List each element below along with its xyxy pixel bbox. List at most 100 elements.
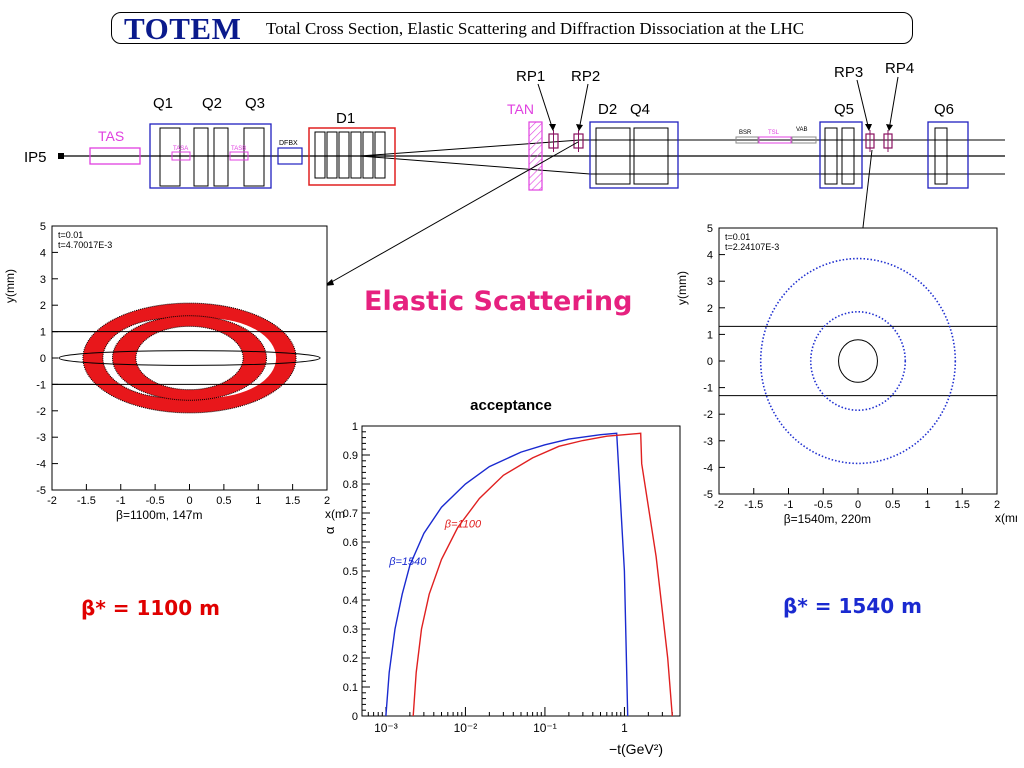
x-axis-label: x(mm) [325,507,345,521]
y-tick-label: 0.2 [343,653,358,665]
arrow-rp2-to-left-plot [327,141,579,285]
x-tick-label: 0.5 [216,495,231,507]
x-tick-label: 1.5 [955,499,970,511]
t-label-2: t=4.70017E-3 [58,240,112,250]
y-tick-label: 0.1 [343,682,358,694]
d2-label: D2 [598,101,617,118]
rp4-label: RP4 [885,60,914,77]
plot-caption: β=1540m, 220m [784,512,871,526]
series-line-1 [412,432,673,717]
header-banner: TOTEM Total Cross Section, Elastic Scatt… [111,11,913,46]
y-tick-label: 5 [40,221,46,233]
x-tick-label: -1 [116,495,126,507]
y-tick-label: 4 [707,250,713,262]
y-tick-label: -4 [703,462,713,474]
y-tick-label: 0.8 [343,479,358,491]
tasa-label: TASA [173,146,188,152]
tasa-box [171,151,191,161]
t-label-1: t=0.01 [58,230,83,240]
x-tick-label: 0 [186,495,192,507]
x-axis-label: x(mm) [995,511,1017,525]
beam-line-d1-to-rp [359,139,581,157]
x-tick-label: 0 [855,499,861,511]
y-tick-label: 3 [40,274,46,286]
x-tick-label: -2 [714,499,724,511]
x-tick-label: 1 [255,495,261,507]
tas-label: TAS [98,128,124,144]
chart-frame [361,425,681,717]
d1-frame [308,127,396,186]
y-tick-label: -3 [36,432,46,444]
d2-q4-frame [589,121,679,189]
series-label-beta-1540: β=1540 [388,556,427,568]
core-circle [838,339,878,383]
x-tick-label: -1 [784,499,794,511]
acceptance-chart: acceptance 0 0.1 0.2 0.3 0.4 0.5 0.6 0.7 0.8 0.9 1 1… [322,397,681,757]
q5-label: Q5 [834,101,854,118]
y-tick-label: 3 [707,276,713,288]
y-tick-label: 2 [707,303,713,315]
y-tick-label: -5 [703,489,713,501]
y-axis-label: α [322,526,337,534]
y-tick-label: 0.9 [343,450,358,462]
tan-absorber [528,121,543,191]
y-tick-label: 0.7 [343,508,358,520]
series-label-beta-1100: β=1100 [444,519,482,531]
t-label-2: t=2.24107E-3 [725,242,779,252]
right-acceptance-plot: -2 -1.5 -1 -0.5 0 0.5 1 1.5 2 5 4 3 2 1 0 -1 -2 -3 -4 -5 y(m… [675,223,1017,526]
x-tick-label: 1.5 [285,495,300,507]
x-tick-label: 1 [621,721,628,735]
q1-magnet [159,127,181,187]
y-tick-label: 4 [40,247,46,259]
beam-line-d1-to-lower [359,155,591,175]
dfbx-label: DFBX [279,140,298,147]
bsr-box [735,136,759,144]
y-axis-label: y(mm) [675,271,689,305]
inner-ring-hole [135,325,244,391]
t-label-1: t=0.01 [725,232,750,242]
y-tick-label: -4 [36,459,46,471]
inner-dotted-circle [809,310,907,412]
x-tick-label: -1.5 [77,495,96,507]
y-tick-label: -2 [36,406,46,418]
rp4-pot [883,130,893,152]
y-tick-label: -5 [36,485,46,497]
tsl-box [758,136,792,144]
vab-label: VAB [796,127,808,133]
outer-dotted-circle [759,257,957,465]
beta-star-1540-label: β* = 1540 m [783,594,922,618]
y-tick-label: 0.6 [343,537,358,549]
plot-frame [718,227,998,495]
tasb-label: TASB [231,146,246,152]
y-tick-label: 0 [707,356,713,368]
q2-label: Q2 [202,95,222,112]
chart-title: acceptance [470,397,552,414]
q4-label: Q4 [630,101,650,118]
q3-label: Q3 [245,95,265,112]
y-tick-label: 0 [352,711,358,723]
ip5-label: IP5 [24,149,47,166]
rp3-label: RP3 [834,64,863,81]
x-axis-label: −t(GeV²) [609,741,663,757]
header-title: Total Cross Section, Elastic Scattering … [266,19,805,38]
x-tick-label: 0.5 [885,499,900,511]
rp2-pot [573,130,584,152]
flat-ellipse [58,350,321,366]
y-axis-label: y(mm) [3,269,17,303]
q5-frame [819,121,863,189]
x-tick-label: -0.5 [146,495,165,507]
beamline-schematic: IP5 TAS TASA TASB Q1 Q2 Q3 DFBX D1 TAN R… [24,60,1005,191]
y-tick-label: 0.3 [343,624,358,636]
elastic-scattering-title: Elastic Scattering [364,286,633,317]
tsl-label: TSL [768,130,780,136]
q2a-magnet [193,127,209,187]
x-tick-label: -0.5 [814,499,833,511]
arrow-rp3-to-right-plot [861,149,873,237]
x-tick-label: 10⁻² [454,721,478,735]
series-line-0 [385,432,629,717]
x-tick-label: -2 [47,495,57,507]
y-tick-label: 0.5 [343,566,358,578]
y-tick-label: -2 [703,409,713,421]
rp1-pot [548,130,559,152]
y-tick-label: 1 [40,327,46,339]
